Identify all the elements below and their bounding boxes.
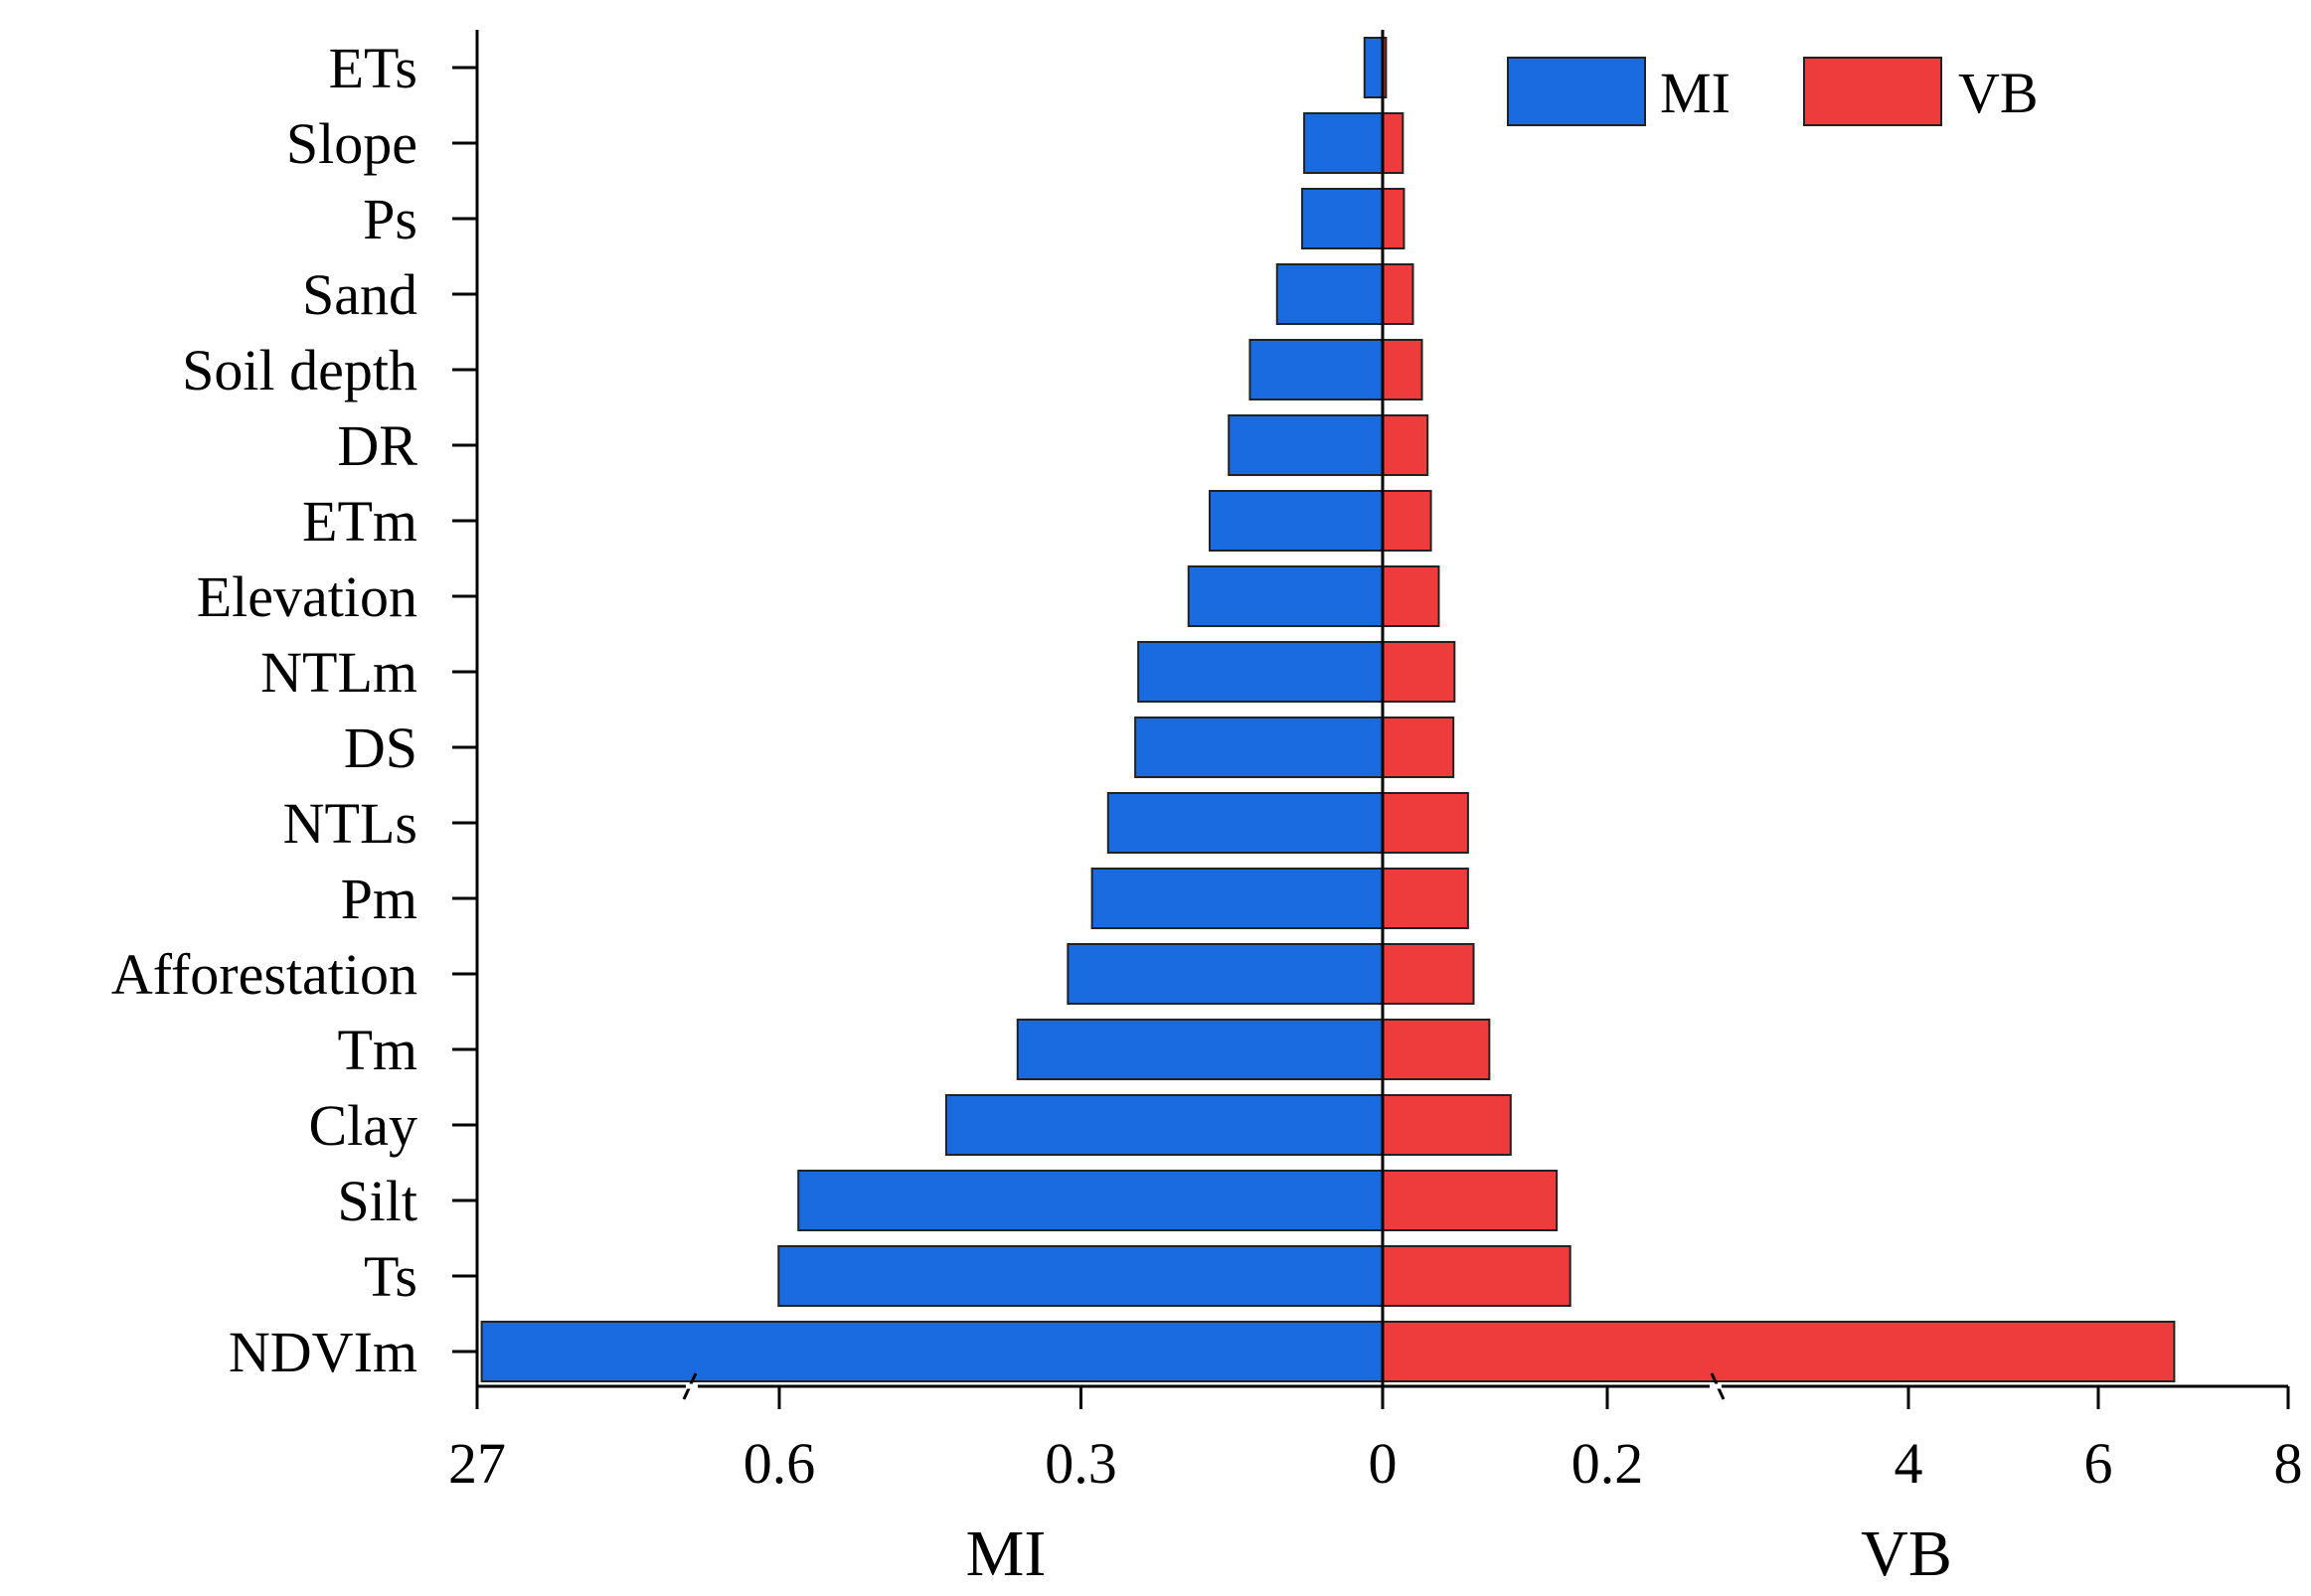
bar-mi-elevation bbox=[1187, 565, 1384, 627]
bar-mi-dr bbox=[1228, 414, 1384, 476]
legend-label-vb: VB bbox=[1958, 61, 2039, 125]
bar-mi-soil-depth bbox=[1248, 339, 1384, 400]
bar-mi-sand bbox=[1275, 263, 1385, 325]
bar-vb-ds bbox=[1382, 717, 1455, 778]
category-label: Pm bbox=[341, 867, 417, 931]
bar-vb-sand bbox=[1382, 263, 1414, 325]
category-label: DS bbox=[344, 716, 417, 780]
category-label: Elevation bbox=[197, 564, 417, 629]
category-label: Ps bbox=[363, 187, 417, 251]
bar-mi-ds bbox=[1134, 717, 1384, 778]
category-label: NDVIm bbox=[229, 1320, 417, 1384]
bar-vb-dr bbox=[1382, 414, 1429, 476]
bar-vb-tm bbox=[1382, 1019, 1491, 1080]
bar-mi-ps bbox=[1301, 188, 1384, 249]
legend: MI VB bbox=[1507, 57, 2039, 126]
bar-vb-slope bbox=[1382, 112, 1404, 174]
left-axis-break-mark bbox=[682, 1372, 698, 1400]
category-label: NTLm bbox=[260, 640, 417, 705]
category-label: ETm bbox=[302, 489, 417, 554]
category-label: Tm bbox=[337, 1018, 417, 1082]
bar-mi-ets bbox=[1363, 37, 1385, 98]
bar-mi-ntls bbox=[1106, 792, 1384, 854]
legend-swatch-vb bbox=[1803, 57, 1942, 126]
bar-mi-slope bbox=[1303, 112, 1384, 174]
mi-axis-title: MI bbox=[966, 1517, 1047, 1590]
bar-vb-ntls bbox=[1382, 792, 1469, 854]
x-tick-label-vb-4: 4 bbox=[1895, 1431, 1923, 1496]
bar-vb-clay bbox=[1382, 1094, 1512, 1156]
x-tick-label-vb-6: 6 bbox=[2084, 1431, 2113, 1496]
bars-group bbox=[480, 37, 2176, 1382]
bar-mi-ntlm bbox=[1137, 641, 1385, 703]
category-label: Ts bbox=[364, 1244, 417, 1309]
category-label: Sand bbox=[302, 262, 417, 327]
bar-mi-ndvim bbox=[480, 1321, 1384, 1382]
bar-vb-pm bbox=[1382, 868, 1469, 929]
legend-label-mi: MI bbox=[1660, 61, 1731, 125]
category-label: Clay bbox=[308, 1093, 417, 1158]
bar-vb-elevation bbox=[1382, 565, 1440, 627]
x-tick-label-mi-0.6: 0.6 bbox=[743, 1431, 816, 1496]
bar-vb-ts bbox=[1382, 1245, 1571, 1307]
x-tick-label-mi-27: 27 bbox=[448, 1431, 506, 1496]
x-tick-label-vb-8: 8 bbox=[2274, 1431, 2303, 1496]
legend-swatch-mi bbox=[1507, 57, 1646, 126]
bar-mi-pm bbox=[1090, 868, 1384, 929]
bar-vb-ndvim bbox=[1382, 1321, 2176, 1382]
bar-vb-ps bbox=[1382, 188, 1405, 249]
category-label: Silt bbox=[337, 1169, 417, 1233]
category-label: Soil depth bbox=[182, 338, 417, 402]
axes-group bbox=[475, 30, 2288, 1400]
bar-mi-afforestation bbox=[1067, 943, 1385, 1005]
x-tick-label-mi-0.3: 0.3 bbox=[1045, 1431, 1117, 1496]
bar-vb-afforestation bbox=[1382, 943, 1475, 1005]
vb-axis-title: VB bbox=[1861, 1517, 1952, 1590]
bar-mi-silt bbox=[797, 1170, 1384, 1231]
category-label: Afforestation bbox=[111, 942, 417, 1007]
x-tick-label-vb-0.2: 0.2 bbox=[1571, 1431, 1644, 1496]
ticks-group bbox=[452, 66, 2290, 1409]
category-label: NTLs bbox=[283, 791, 417, 856]
bar-mi-ts bbox=[777, 1245, 1384, 1307]
x-tick-label-vb-0: 0 bbox=[1369, 1431, 1398, 1496]
bar-vb-silt bbox=[1382, 1170, 1559, 1231]
category-label: ETs bbox=[329, 36, 417, 100]
bar-vb-soil-depth bbox=[1382, 339, 1423, 400]
bar-mi-etm bbox=[1208, 490, 1384, 552]
bar-mi-clay bbox=[944, 1094, 1384, 1156]
right-axis-break-mark bbox=[1710, 1372, 1726, 1400]
bar-mi-tm bbox=[1016, 1019, 1384, 1080]
bar-vb-ntlm bbox=[1382, 641, 1456, 703]
bar-vb-etm bbox=[1382, 490, 1432, 552]
labels-group: ETs Slope Ps Sand Soil depth DR ETm Elevation NT… bbox=[111, 36, 2303, 1496]
category-label: Slope bbox=[286, 111, 417, 176]
category-label: DR bbox=[337, 413, 417, 478]
